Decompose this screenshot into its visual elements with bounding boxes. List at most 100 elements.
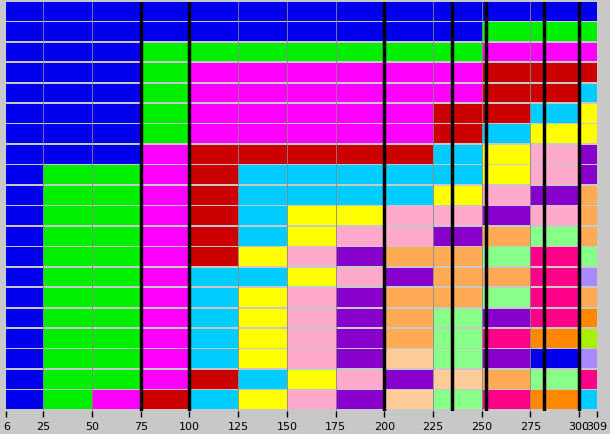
Bar <box>384 350 433 368</box>
Bar <box>92 187 141 205</box>
Bar <box>92 105 141 124</box>
Bar <box>336 207 384 226</box>
Bar <box>43 125 92 144</box>
Bar <box>190 3 238 22</box>
Bar <box>141 268 190 287</box>
Bar <box>141 43 190 62</box>
Bar <box>238 370 287 389</box>
Bar <box>92 23 141 42</box>
Bar <box>190 248 238 266</box>
Bar <box>238 64 287 83</box>
Bar <box>92 289 141 307</box>
Bar <box>531 350 579 368</box>
Bar <box>287 289 336 307</box>
Bar <box>579 3 597 22</box>
Bar <box>287 84 336 103</box>
Bar <box>6 227 43 246</box>
Bar <box>579 105 597 124</box>
Bar <box>482 84 531 103</box>
Bar <box>141 84 190 103</box>
Bar <box>92 248 141 266</box>
Bar <box>287 268 336 287</box>
Bar <box>336 391 384 409</box>
Bar <box>92 64 141 83</box>
Bar <box>238 43 287 62</box>
Bar <box>579 145 597 164</box>
Bar <box>287 309 336 328</box>
Bar <box>190 289 238 307</box>
Bar <box>43 329 92 348</box>
Bar <box>43 187 92 205</box>
Bar <box>579 84 597 103</box>
Bar <box>433 23 482 42</box>
Bar <box>190 309 238 328</box>
Bar <box>92 125 141 144</box>
Bar <box>238 187 287 205</box>
Bar <box>531 227 579 246</box>
Bar <box>336 84 384 103</box>
Bar <box>141 350 190 368</box>
Bar <box>92 207 141 226</box>
Bar <box>238 3 287 22</box>
Bar <box>384 145 433 164</box>
Bar <box>482 105 531 124</box>
Bar <box>336 187 384 205</box>
Bar <box>287 391 336 409</box>
Bar <box>531 23 579 42</box>
Bar <box>384 64 433 83</box>
Bar <box>238 166 287 185</box>
Bar <box>238 207 287 226</box>
Bar <box>579 370 597 389</box>
Bar <box>384 207 433 226</box>
Bar <box>287 23 336 42</box>
Bar <box>336 227 384 246</box>
Bar <box>287 207 336 226</box>
Bar <box>336 23 384 42</box>
Bar <box>433 105 482 124</box>
Bar <box>141 207 190 226</box>
Bar <box>482 64 531 83</box>
Bar <box>238 248 287 266</box>
Bar <box>6 3 43 22</box>
Bar <box>384 84 433 103</box>
Bar <box>433 309 482 328</box>
Bar <box>43 248 92 266</box>
Bar <box>531 207 579 226</box>
Bar <box>384 227 433 246</box>
Bar <box>531 145 579 164</box>
Bar <box>43 350 92 368</box>
Bar <box>43 309 92 328</box>
Bar <box>579 64 597 83</box>
Bar <box>433 84 482 103</box>
Bar <box>43 227 92 246</box>
Bar <box>190 227 238 246</box>
Bar <box>190 64 238 83</box>
Bar <box>579 166 597 185</box>
Bar <box>141 3 190 22</box>
Bar <box>433 248 482 266</box>
Bar <box>43 370 92 389</box>
Bar <box>384 370 433 389</box>
Bar <box>238 391 287 409</box>
Bar <box>579 350 597 368</box>
Bar <box>287 125 336 144</box>
Bar <box>579 227 597 246</box>
Bar <box>6 105 43 124</box>
Bar <box>384 248 433 266</box>
Bar <box>6 145 43 164</box>
Bar <box>531 289 579 307</box>
Bar <box>6 248 43 266</box>
Bar <box>190 166 238 185</box>
Bar <box>336 248 384 266</box>
Bar <box>92 309 141 328</box>
Bar <box>238 105 287 124</box>
Bar <box>92 227 141 246</box>
Bar <box>336 289 384 307</box>
Bar <box>6 268 43 287</box>
Bar <box>384 43 433 62</box>
Bar <box>482 187 531 205</box>
Bar <box>190 145 238 164</box>
Bar <box>336 43 384 62</box>
Bar <box>531 43 579 62</box>
Bar <box>92 350 141 368</box>
